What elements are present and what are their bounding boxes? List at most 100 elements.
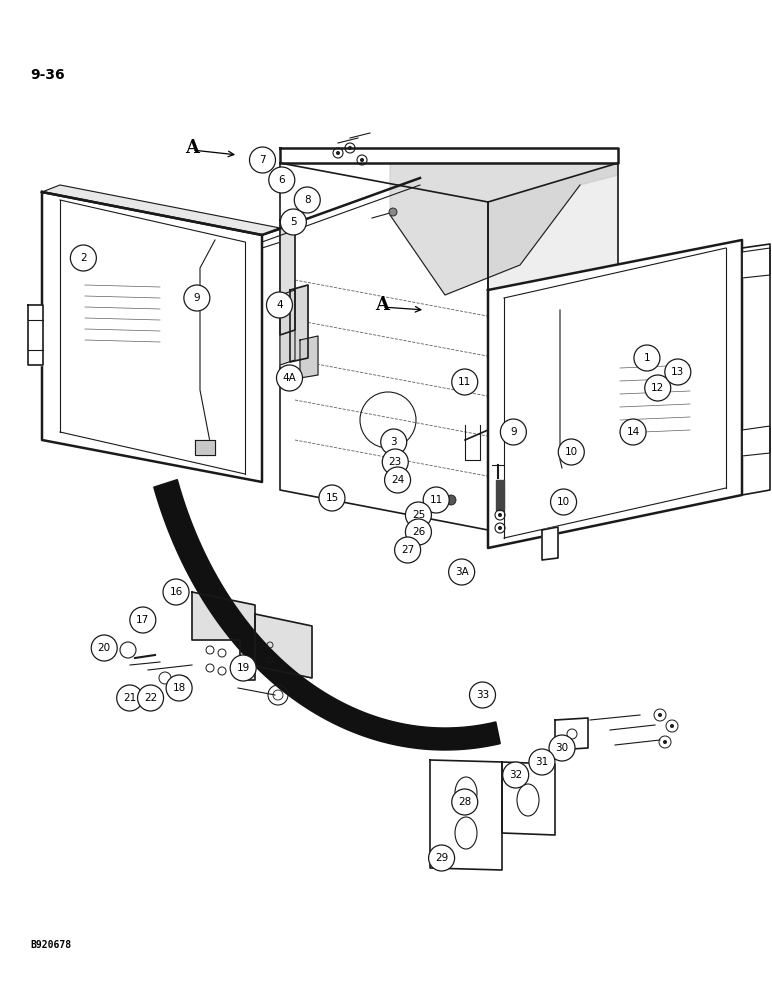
Polygon shape <box>154 480 500 750</box>
Text: 13: 13 <box>671 367 685 377</box>
Circle shape <box>230 655 256 681</box>
Text: 12: 12 <box>651 383 665 393</box>
Circle shape <box>498 526 502 530</box>
Circle shape <box>423 487 449 513</box>
Text: 9: 9 <box>510 427 516 437</box>
Text: 25: 25 <box>411 510 425 520</box>
Text: 27: 27 <box>401 545 415 555</box>
Polygon shape <box>280 163 488 530</box>
Text: 22: 22 <box>144 693 157 703</box>
Circle shape <box>405 519 432 545</box>
Text: 10: 10 <box>564 447 578 457</box>
Circle shape <box>446 495 456 505</box>
Polygon shape <box>742 244 770 495</box>
Circle shape <box>117 685 143 711</box>
Text: 24: 24 <box>391 475 405 485</box>
Text: 6: 6 <box>279 175 285 185</box>
Circle shape <box>381 429 407 455</box>
Circle shape <box>384 467 411 493</box>
Text: 33: 33 <box>476 690 489 700</box>
Text: 30: 30 <box>555 743 569 753</box>
Text: A: A <box>185 139 199 157</box>
Polygon shape <box>488 240 742 548</box>
Polygon shape <box>280 215 295 335</box>
Text: 19: 19 <box>236 663 250 673</box>
Circle shape <box>184 285 210 311</box>
Circle shape <box>389 208 397 216</box>
Text: 29: 29 <box>435 853 449 863</box>
Circle shape <box>294 187 320 213</box>
Polygon shape <box>28 305 43 365</box>
Text: 4: 4 <box>276 300 283 310</box>
Circle shape <box>249 147 276 173</box>
Circle shape <box>70 245 96 271</box>
Polygon shape <box>42 185 280 235</box>
Polygon shape <box>280 290 295 365</box>
Text: 16: 16 <box>169 587 183 597</box>
Circle shape <box>498 513 502 517</box>
Circle shape <box>266 292 293 318</box>
Text: 9: 9 <box>194 293 200 303</box>
Text: 1: 1 <box>644 353 650 363</box>
Circle shape <box>280 209 306 235</box>
Text: 15: 15 <box>325 493 339 503</box>
Polygon shape <box>42 192 262 482</box>
Polygon shape <box>430 760 502 870</box>
Circle shape <box>558 439 584 465</box>
Text: 4A: 4A <box>283 373 296 383</box>
Circle shape <box>634 345 660 371</box>
Text: 32: 32 <box>509 770 523 780</box>
Polygon shape <box>742 248 770 278</box>
Text: 3: 3 <box>391 437 397 447</box>
Text: 10: 10 <box>557 497 571 507</box>
Circle shape <box>137 685 164 711</box>
Polygon shape <box>742 426 770 456</box>
Text: 7: 7 <box>259 155 266 165</box>
Polygon shape <box>280 148 618 163</box>
Circle shape <box>550 489 577 515</box>
Circle shape <box>348 146 352 150</box>
Circle shape <box>670 724 674 728</box>
Circle shape <box>91 635 117 661</box>
Polygon shape <box>290 285 308 362</box>
Text: 17: 17 <box>136 615 150 625</box>
Circle shape <box>503 762 529 788</box>
Text: 5: 5 <box>290 217 296 227</box>
Polygon shape <box>255 614 312 678</box>
Circle shape <box>449 559 475 585</box>
Polygon shape <box>542 527 558 560</box>
Circle shape <box>269 167 295 193</box>
Text: 31: 31 <box>535 757 549 767</box>
Text: 11: 11 <box>458 377 472 387</box>
Polygon shape <box>192 592 255 680</box>
Circle shape <box>166 675 192 701</box>
Text: 2: 2 <box>80 253 86 263</box>
Circle shape <box>529 749 555 775</box>
Circle shape <box>319 485 345 511</box>
Text: 20: 20 <box>97 643 111 653</box>
Text: 23: 23 <box>388 457 402 467</box>
Circle shape <box>549 735 575 761</box>
Circle shape <box>658 713 662 717</box>
Circle shape <box>645 375 671 401</box>
Circle shape <box>469 682 496 708</box>
Polygon shape <box>300 336 318 378</box>
Polygon shape <box>502 762 555 835</box>
Circle shape <box>405 502 432 528</box>
Circle shape <box>500 419 527 445</box>
Polygon shape <box>195 440 215 455</box>
Circle shape <box>452 789 478 815</box>
Circle shape <box>663 740 667 744</box>
Circle shape <box>394 537 421 563</box>
Text: 8: 8 <box>304 195 310 205</box>
Text: 14: 14 <box>626 427 640 437</box>
Polygon shape <box>496 480 504 510</box>
Circle shape <box>163 579 189 605</box>
Text: A: A <box>375 296 389 314</box>
Circle shape <box>130 607 156 633</box>
Polygon shape <box>555 718 588 750</box>
Text: 18: 18 <box>172 683 186 693</box>
Circle shape <box>360 158 364 162</box>
Text: 26: 26 <box>411 527 425 537</box>
Text: 9-36: 9-36 <box>30 68 65 82</box>
